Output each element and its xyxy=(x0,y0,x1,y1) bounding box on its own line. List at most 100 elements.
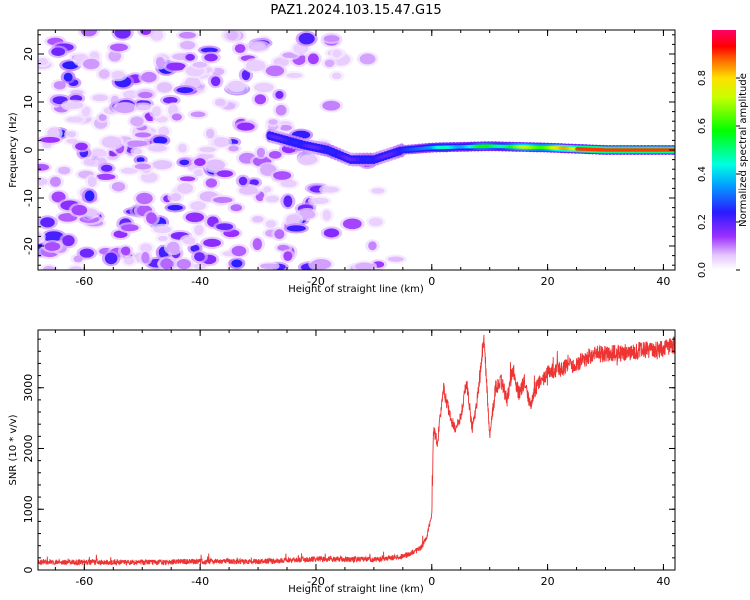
noise-blob xyxy=(136,192,153,205)
noise-blob xyxy=(66,116,84,123)
noise-blob xyxy=(43,265,55,270)
y-tick-label: 0 xyxy=(22,147,35,154)
noise-blob xyxy=(194,158,206,167)
noise-blob xyxy=(387,256,404,262)
noise-blob xyxy=(331,72,342,80)
noise-blob xyxy=(114,30,131,39)
noise-blob xyxy=(359,53,376,65)
noise-blob xyxy=(178,143,187,153)
noise-blob xyxy=(256,147,266,158)
noise-blob xyxy=(185,212,205,223)
noise-blob xyxy=(98,113,107,121)
noise-blob xyxy=(283,195,293,208)
noise-blob xyxy=(153,136,168,145)
colorbar-label: Normalized spectral amplitude xyxy=(738,73,749,227)
noise-blob xyxy=(199,146,216,153)
noise-blob xyxy=(322,209,332,221)
noise-blob xyxy=(87,176,97,187)
noise-blob xyxy=(134,132,152,138)
noise-blob xyxy=(354,262,374,270)
noise-blob xyxy=(227,80,246,93)
snr-x-label: Height of straight line (km) xyxy=(288,584,424,595)
noise-blob xyxy=(120,167,138,174)
noise-blob xyxy=(79,248,95,258)
noise-blob xyxy=(63,72,73,82)
noise-blob xyxy=(213,137,229,148)
noise-blob xyxy=(44,241,61,251)
noise-blob xyxy=(115,104,135,114)
spectrogram-signal-trace xyxy=(265,128,675,167)
x-tick-label: 20 xyxy=(541,275,555,288)
noise-blob xyxy=(251,215,264,223)
noise-blob xyxy=(152,160,173,170)
noise-blob xyxy=(216,223,234,231)
noise-blob xyxy=(179,159,190,166)
noise-blob xyxy=(71,204,88,216)
x-tick-label: 40 xyxy=(656,275,670,288)
noise-blob xyxy=(193,169,204,177)
noise-blob xyxy=(203,238,221,247)
noise-blob xyxy=(83,158,96,166)
x-tick-label: -40 xyxy=(191,575,209,588)
noise-blob xyxy=(124,257,135,265)
noise-blob xyxy=(75,142,88,151)
noise-blob xyxy=(245,59,266,72)
noise-blob xyxy=(332,49,342,58)
noise-blob xyxy=(101,164,113,172)
noise-blob xyxy=(213,196,233,204)
noise-blob xyxy=(136,157,145,163)
snr-y-label: SNR (10 * v/v) xyxy=(8,414,19,485)
noise-blob xyxy=(139,30,152,36)
noise-blob xyxy=(368,217,383,227)
x-tick-label: -60 xyxy=(75,575,93,588)
noise-blob xyxy=(177,182,194,194)
x-tick-label: -20 xyxy=(307,575,325,588)
noise-blob xyxy=(273,171,292,180)
x-tick-label: -60 xyxy=(75,275,93,288)
noise-blob xyxy=(241,69,251,81)
noise-blob xyxy=(140,243,152,253)
noise-blob xyxy=(275,90,284,99)
noise-blob xyxy=(286,214,301,225)
noise-blob xyxy=(323,35,340,42)
y-tick-label: 10 xyxy=(22,95,35,109)
noise-blob xyxy=(111,181,126,192)
spectrogram-panel: -60 -40 -20 0 20 40 -20 -10 0 10 20 Height of str… xyxy=(8,29,676,295)
noise-blob xyxy=(265,220,277,228)
noise-blob xyxy=(298,32,315,45)
noise-blob xyxy=(62,235,75,247)
noise-blob xyxy=(368,241,377,251)
noise-blob xyxy=(40,136,61,143)
noise-blob xyxy=(239,186,258,195)
noise-blob xyxy=(310,197,329,205)
spectrogram-x-axis: -60 -40 -20 0 20 40 xyxy=(54,30,670,288)
noise-blob xyxy=(322,186,339,193)
noise-blob xyxy=(84,190,95,202)
noise-blob xyxy=(167,204,183,211)
noise-blob xyxy=(178,31,196,39)
noise-blob xyxy=(92,94,108,102)
y-tick-label: 0 xyxy=(22,567,35,574)
noise-blob xyxy=(138,91,153,99)
noise-blob xyxy=(141,251,150,264)
noise-blob xyxy=(265,195,280,203)
colorbar-tick-label: 0.8 xyxy=(697,70,708,86)
noise-blob xyxy=(311,258,332,270)
snr-x-axis: -60 -40 -20 0 20 40 xyxy=(54,330,670,588)
noise-blob xyxy=(251,43,265,52)
noise-blob xyxy=(371,187,385,194)
snr-panel: -60 -40 -20 0 20 40 0 1000 2000 3000 Height of s… xyxy=(8,329,676,595)
spectrogram-y-axis: -20 -10 0 10 20 xyxy=(22,34,675,266)
y-tick-label: -20 xyxy=(22,237,35,255)
y-tick-label: -10 xyxy=(22,189,35,207)
noise-blob xyxy=(80,30,97,37)
noise-blob xyxy=(342,218,362,230)
noise-blob xyxy=(230,204,243,212)
noise-blob xyxy=(192,61,208,68)
noise-blob xyxy=(166,241,180,254)
noise-blob xyxy=(171,113,182,121)
noise-blob xyxy=(190,244,200,252)
noise-blob xyxy=(176,87,194,94)
noise-blob xyxy=(156,82,173,93)
noise-blob xyxy=(135,104,151,111)
